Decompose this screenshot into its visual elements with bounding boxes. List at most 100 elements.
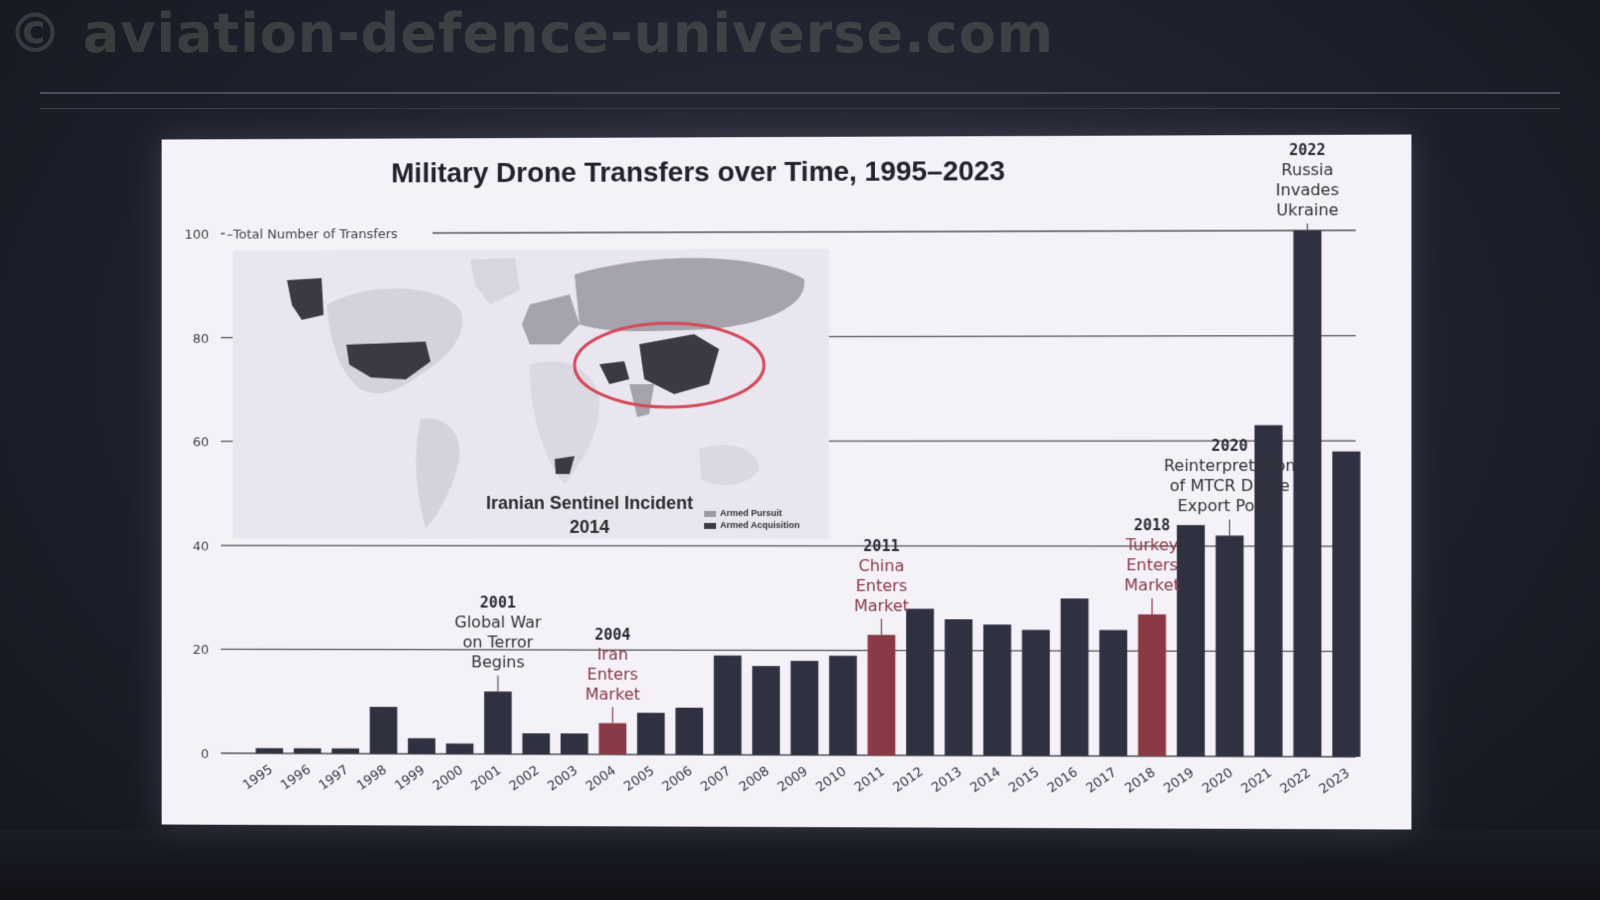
x-tick-label: 2010 (814, 764, 850, 795)
map-legend: Armed Pursuit Armed Acquisition (704, 507, 800, 531)
x-tick-label: 2013 (929, 765, 965, 796)
x-tick-label: 2008 (737, 764, 773, 795)
projection-screen: Military Drone Transfers over Time, 1995… (162, 134, 1412, 829)
map-caption: Iranian Sentinel Incident 2014 (460, 491, 719, 539)
annotation-year: 2022 (1289, 141, 1326, 159)
bar (370, 707, 397, 754)
stage-truss (40, 92, 1560, 109)
bar (829, 656, 857, 756)
x-tick-label: 1995 (240, 762, 275, 793)
bar (1293, 230, 1321, 756)
bar (1177, 525, 1205, 756)
bar (484, 692, 511, 755)
bar (983, 625, 1011, 756)
bar (599, 723, 627, 754)
annotation-text: of MTCR Drone (1170, 476, 1290, 495)
annotation-text: China (859, 556, 905, 575)
bar (675, 708, 703, 755)
bar (791, 661, 819, 755)
bar (1138, 614, 1166, 756)
x-tick-label: 2016 (1045, 765, 1081, 796)
bar (1216, 536, 1244, 757)
annotation-year: 2020 (1211, 437, 1247, 455)
bar (408, 738, 435, 754)
x-tick-label: 1998 (354, 763, 389, 794)
y-tick-label: 0 (201, 747, 209, 762)
bar (332, 748, 359, 753)
annotation-text: Enters (1126, 555, 1178, 574)
x-tick-label: 2020 (1200, 765, 1236, 796)
map-australia (699, 445, 759, 485)
y-tick-label: 100 (185, 228, 209, 243)
map-europe (522, 294, 580, 344)
bar (1061, 598, 1089, 755)
bar (522, 733, 550, 754)
map-greenland (470, 258, 520, 305)
bar (294, 748, 321, 753)
bar (561, 733, 589, 754)
annotation-text: Begins (471, 653, 525, 672)
bar (446, 744, 473, 755)
bar (906, 609, 934, 756)
annotation-text: Market (854, 596, 909, 615)
map-legend-label: Armed Pursuit (720, 508, 782, 518)
map-iran (599, 361, 629, 384)
x-tick-label: 2006 (660, 764, 696, 795)
x-tick-label: 2019 (1161, 765, 1197, 796)
bar (868, 635, 896, 755)
x-tick-label: 2004 (583, 763, 619, 794)
bar (752, 666, 780, 755)
y-tick-label: 40 (193, 539, 209, 554)
annotation-text: Ukraine (1276, 200, 1339, 219)
bar (256, 748, 283, 753)
annotation-text: Iran (597, 644, 628, 663)
map-india (629, 384, 654, 417)
x-tick-label: 2018 (1122, 765, 1158, 796)
annotation-text: Enters (856, 576, 907, 595)
annotation-text: Reinterpretation (1164, 456, 1296, 475)
x-tick-label: 2001 (469, 763, 504, 794)
annotation-year: 2018 (1134, 516, 1170, 534)
bar (1022, 630, 1050, 756)
x-tick-label: 2012 (891, 764, 927, 795)
bar (1332, 451, 1360, 756)
y-tick-label: 60 (193, 435, 209, 450)
annotation-text: Market (585, 684, 640, 703)
x-tick-label: 1997 (316, 763, 351, 794)
map-legend-label: Armed Acquisition (720, 520, 800, 530)
x-tick-label: 2002 (507, 763, 542, 794)
map-russia (575, 258, 805, 332)
annotation-text: on Terror (463, 633, 534, 652)
x-tick-label: 2021 (1239, 766, 1275, 797)
x-tick-label: 1999 (392, 763, 427, 794)
annotation-text: Invades (1276, 180, 1339, 199)
annotation-text: Market (1124, 575, 1179, 594)
annotation-text: Russia (1281, 160, 1333, 179)
watermark: © aviation-defence-universe.com (8, 2, 1054, 65)
annotation-year: 2011 (863, 537, 899, 555)
map-alaska (287, 278, 324, 320)
x-tick-label: 2005 (622, 764, 658, 795)
x-tick-label: 2017 (1084, 765, 1120, 796)
x-tick-label: 2007 (698, 764, 734, 795)
y-tick-label: 80 (193, 332, 209, 347)
bar (714, 655, 742, 754)
chart-title: Military Drone Transfers over Time, 1995… (391, 155, 1005, 188)
map-caption-line-2: 2014 (460, 515, 719, 539)
bar (637, 713, 665, 755)
annotation-year: 2001 (480, 594, 516, 612)
bar (945, 619, 973, 755)
x-tick-label: 2003 (545, 763, 581, 794)
annotation-text: Turkey (1125, 535, 1179, 554)
map-caption-line-1: Iranian Sentinel Incident (460, 491, 719, 515)
x-tick-label: 2022 (1278, 766, 1314, 797)
y-axis-label: –Total Number of Transfers (227, 227, 398, 242)
x-tick-label: 2014 (968, 765, 1004, 796)
annotation-year: 2004 (595, 625, 631, 643)
stage-floor (0, 830, 1600, 900)
annotation-text: Export Policy (1177, 496, 1282, 515)
x-tick-label: 2011 (852, 764, 888, 795)
inset-world-map: Iranian Sentinel Incident 2014 Armed Pur… (233, 249, 829, 539)
x-tick-label: 2023 (1317, 766, 1353, 797)
x-tick-label: 2000 (431, 763, 466, 794)
